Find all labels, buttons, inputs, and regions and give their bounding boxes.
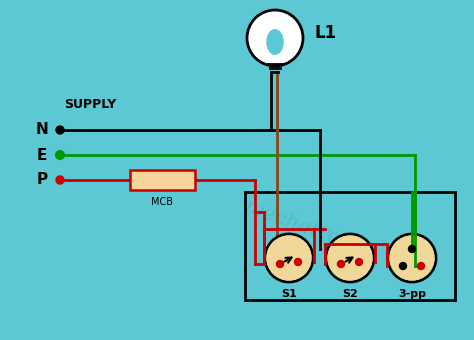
Circle shape: [328, 236, 372, 280]
Text: S2: S2: [342, 289, 358, 299]
Circle shape: [356, 258, 363, 266]
Text: E: E: [37, 148, 47, 163]
Text: SUPPLY: SUPPLY: [64, 99, 116, 112]
Bar: [130, 170, 195, 190]
Circle shape: [248, 11, 302, 65]
Circle shape: [56, 151, 64, 159]
Circle shape: [267, 236, 311, 280]
Text: P: P: [36, 172, 47, 187]
Circle shape: [56, 126, 64, 134]
Bar: [245, 192, 455, 300]
Ellipse shape: [267, 30, 283, 54]
Text: MCB: MCB: [152, 197, 173, 207]
Circle shape: [294, 258, 301, 266]
Text: 3-pp: 3-pp: [398, 289, 426, 299]
Circle shape: [418, 262, 425, 270]
Text: N: N: [36, 122, 48, 137]
Text: S1: S1: [281, 289, 297, 299]
Circle shape: [56, 176, 64, 184]
Circle shape: [337, 260, 345, 268]
Circle shape: [276, 260, 283, 268]
Circle shape: [409, 245, 416, 253]
Circle shape: [400, 262, 407, 270]
Circle shape: [390, 236, 434, 280]
Text: L1: L1: [315, 24, 337, 42]
Text: mechatrofice: mechatrofice: [241, 197, 379, 263]
